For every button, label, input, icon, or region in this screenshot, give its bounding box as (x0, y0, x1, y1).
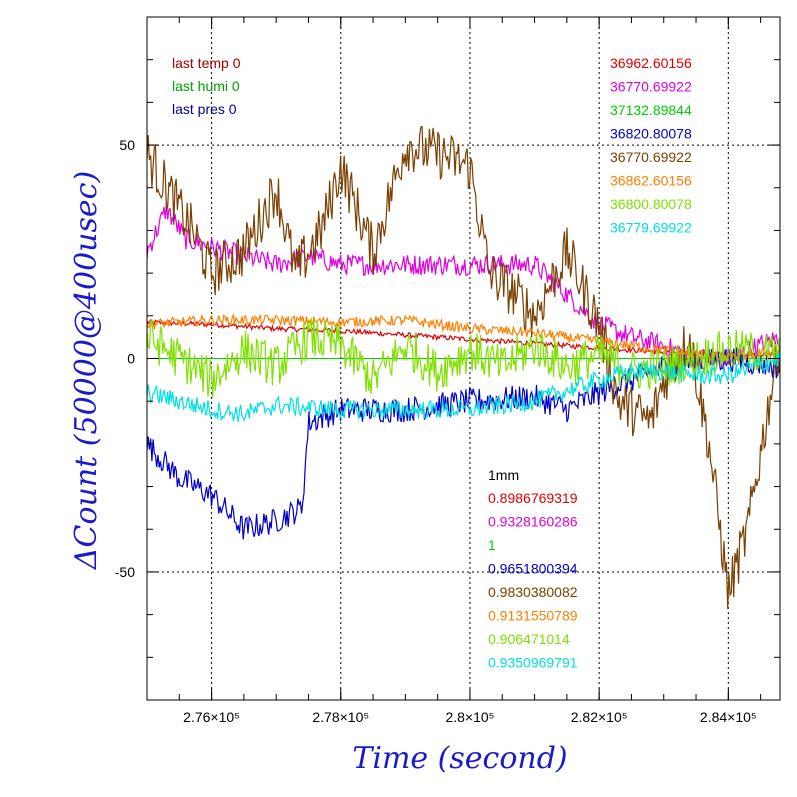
values-legend-entry: 36862.60156 (610, 173, 692, 189)
y-tick-label: 50 (119, 137, 135, 153)
ratio-legend-entry: 0.9131550789 (488, 608, 578, 624)
series-line-6 (147, 312, 780, 363)
ratio-legend-entry: 0.9830380082 (488, 584, 578, 600)
series-line-1 (147, 318, 780, 359)
series-line-8 (147, 351, 780, 423)
ratio-legend-entry: 0.8986769319 (488, 490, 578, 506)
values-legend-entry: 36820.80078 (610, 126, 692, 142)
y-tick-label: -50 (115, 564, 135, 580)
series-layer (147, 125, 780, 610)
y-axis-title: ΔCount (50000@400usec) (69, 171, 104, 570)
ratio-legend-entry: 0.9328160286 (488, 514, 578, 530)
x-tick-label: 2.84×10⁵ (700, 709, 757, 725)
x-tick-label: 2.82×10⁵ (571, 709, 628, 725)
ratio-legend-entry: 0.9651800394 (488, 561, 578, 577)
x-tick-label: 2.78×10⁵ (312, 709, 369, 725)
values-legend-entry: 36770.69922 (610, 79, 692, 95)
env-legend-entry: last pres 0 (172, 101, 237, 117)
series-line-2 (147, 202, 780, 370)
values-legend-entry: 36800.80078 (610, 196, 692, 212)
ratio-legend-entry: 0.906471014 (488, 631, 570, 647)
env-legend-entry: last humi 0 (172, 78, 240, 94)
tick-marks: 2.76×10⁵ 2.78×10⁵ 2.8×10⁵ 2.82×10⁵ 2.84×10⁵ 5… (115, 16, 780, 725)
legend-layer: last temp 0 last humi 0 last pres 0 36962.6… (172, 55, 692, 671)
y-tick-label: 0 (127, 351, 135, 367)
x-tick-label: 2.8×10⁵ (445, 709, 494, 725)
values-legend-entry: 37132.89844 (610, 102, 692, 118)
values-legend-entry: 36770.69922 (610, 149, 692, 165)
ratio-legend-title: 1mm (488, 467, 519, 483)
values-legend-entry: 36962.60156 (610, 55, 692, 71)
ratio-legend-entry: 1 (488, 537, 496, 553)
values-legend-entry: 36779.69922 (610, 220, 692, 236)
x-tick-label: 2.76×10⁵ (183, 709, 240, 725)
x-axis-title: Time (second) (352, 741, 567, 776)
ratio-legend-entry: 0.9350969791 (488, 655, 578, 671)
env-legend-entry: last temp 0 (172, 55, 241, 71)
